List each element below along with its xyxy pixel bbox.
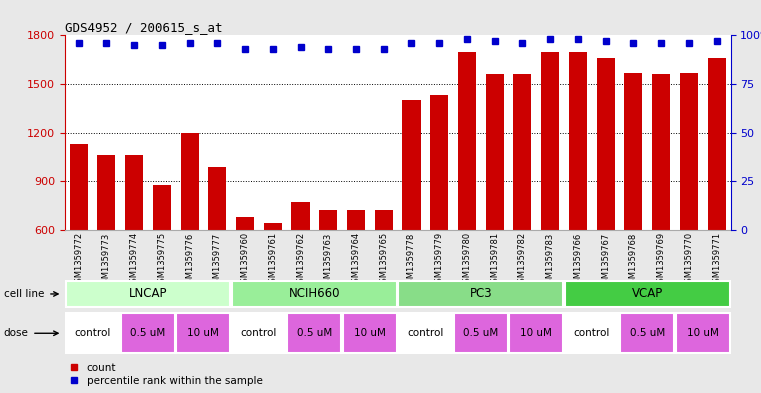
Bar <box>291 202 310 327</box>
Text: GSM1359761: GSM1359761 <box>269 232 277 288</box>
Text: 10 uM: 10 uM <box>187 328 219 338</box>
Text: dose: dose <box>4 328 29 338</box>
Text: control: control <box>75 328 110 338</box>
Text: control: control <box>240 328 277 338</box>
Text: control: control <box>407 328 444 338</box>
Text: GSM1359782: GSM1359782 <box>518 232 527 288</box>
Text: VCAP: VCAP <box>632 287 663 300</box>
Bar <box>680 73 698 327</box>
Bar <box>125 155 143 327</box>
Bar <box>153 184 170 327</box>
Bar <box>232 281 396 307</box>
Text: GSM1359783: GSM1359783 <box>546 232 555 288</box>
Bar <box>541 51 559 327</box>
Text: GSM1359767: GSM1359767 <box>601 232 610 288</box>
Bar <box>236 217 254 327</box>
Text: GSM1359768: GSM1359768 <box>629 232 638 288</box>
Text: 0.5 uM: 0.5 uM <box>130 328 166 338</box>
Text: control: control <box>574 328 610 338</box>
Bar <box>676 313 730 353</box>
Legend: count, percentile rank within the sample: count, percentile rank within the sample <box>70 363 263 386</box>
Bar <box>625 73 642 327</box>
Bar <box>597 58 615 327</box>
Bar <box>565 281 730 307</box>
Text: GSM1359763: GSM1359763 <box>323 232 333 288</box>
Bar <box>288 313 341 353</box>
Bar <box>458 51 476 327</box>
Bar <box>69 144 88 327</box>
Bar <box>620 313 674 353</box>
Text: GDS4952 / 200615_s_at: GDS4952 / 200615_s_at <box>65 21 222 34</box>
Text: GSM1359778: GSM1359778 <box>407 232 416 288</box>
Bar <box>65 281 231 307</box>
Bar <box>509 313 563 353</box>
Text: GSM1359760: GSM1359760 <box>240 232 250 288</box>
Text: GSM1359765: GSM1359765 <box>379 232 388 288</box>
Bar <box>347 210 365 327</box>
Text: GSM1359766: GSM1359766 <box>574 232 582 288</box>
Bar <box>399 281 563 307</box>
Bar <box>569 51 587 327</box>
Text: 10 uM: 10 uM <box>354 328 386 338</box>
Bar <box>565 313 619 353</box>
Bar <box>177 313 231 353</box>
Bar <box>486 74 504 327</box>
Text: PC3: PC3 <box>470 287 492 300</box>
Bar <box>320 210 337 327</box>
Text: GSM1359777: GSM1359777 <box>213 232 221 288</box>
Bar <box>708 58 726 327</box>
Text: 10 uM: 10 uM <box>687 328 718 338</box>
Text: GSM1359771: GSM1359771 <box>712 232 721 288</box>
Bar <box>430 95 448 327</box>
Text: GSM1359762: GSM1359762 <box>296 232 305 288</box>
Text: LNCAP: LNCAP <box>129 287 167 300</box>
Bar <box>343 313 396 353</box>
Bar <box>652 74 670 327</box>
Text: GSM1359769: GSM1359769 <box>657 232 666 288</box>
Text: GSM1359780: GSM1359780 <box>463 232 472 288</box>
Bar <box>209 167 226 327</box>
Text: GSM1359764: GSM1359764 <box>352 232 361 288</box>
Bar <box>374 210 393 327</box>
Text: GSM1359772: GSM1359772 <box>74 232 83 288</box>
Text: cell line: cell line <box>4 289 44 299</box>
Text: 10 uM: 10 uM <box>521 328 552 338</box>
Bar <box>65 313 119 353</box>
Text: 0.5 uM: 0.5 uM <box>463 328 498 338</box>
Bar <box>514 74 531 327</box>
Text: 0.5 uM: 0.5 uM <box>297 328 332 338</box>
Text: GSM1359775: GSM1359775 <box>158 232 167 288</box>
Bar <box>264 223 282 327</box>
Text: GSM1359781: GSM1359781 <box>490 232 499 288</box>
Text: GSM1359774: GSM1359774 <box>129 232 139 288</box>
Bar <box>180 132 199 327</box>
Text: NCIH660: NCIH660 <box>288 287 340 300</box>
Bar <box>121 313 175 353</box>
Text: 0.5 uM: 0.5 uM <box>629 328 665 338</box>
Bar <box>403 100 421 327</box>
Bar <box>399 313 452 353</box>
Text: GSM1359770: GSM1359770 <box>684 232 693 288</box>
Bar <box>97 155 116 327</box>
Text: GSM1359773: GSM1359773 <box>102 232 111 288</box>
Text: GSM1359776: GSM1359776 <box>185 232 194 288</box>
Text: GSM1359779: GSM1359779 <box>435 232 444 288</box>
Bar <box>232 313 286 353</box>
Bar <box>454 313 508 353</box>
